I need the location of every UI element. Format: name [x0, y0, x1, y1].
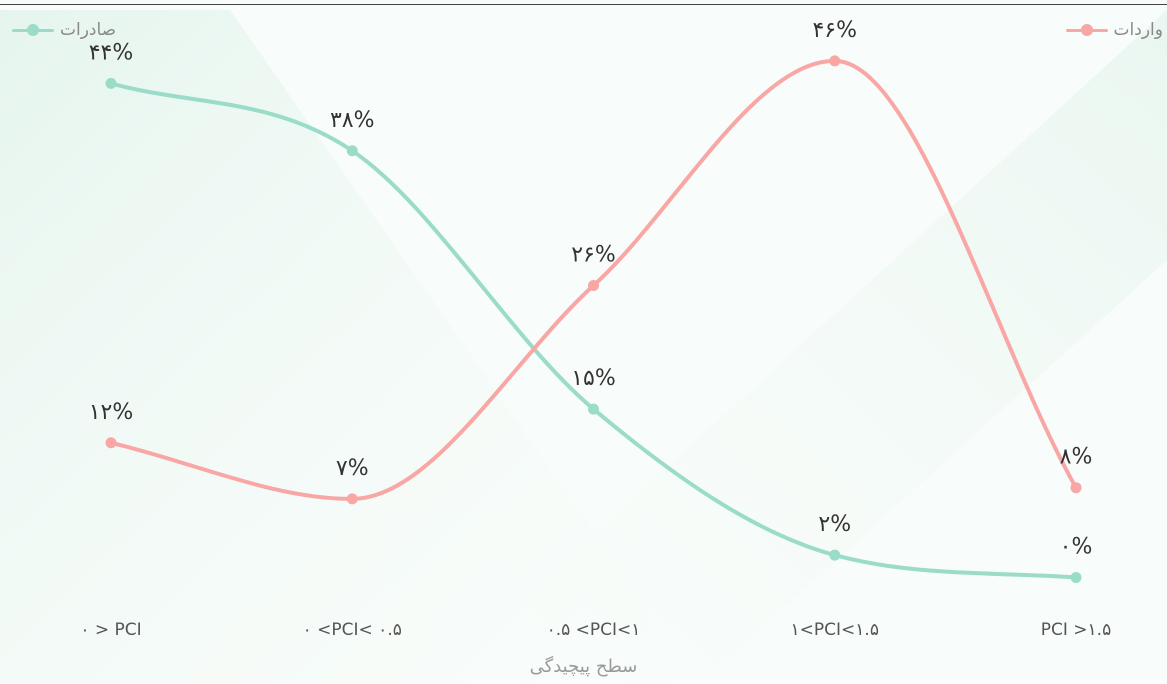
background-decoration	[0, 10, 1167, 684]
x-tick-label: PCI >۱.۵	[1041, 620, 1111, 640]
legend-imports[interactable]: واردات	[1065, 20, 1163, 40]
series-line-imports	[109, 58, 1078, 501]
legend-imports-dot	[1080, 24, 1093, 36]
series-exports: ۴۴% ۳۸% ۱۵% ۲% ۰%	[89, 40, 1093, 584]
data-point-exports[interactable]	[346, 145, 358, 157]
data-label-imports: ۷%	[336, 456, 369, 481]
data-point-imports[interactable]	[1070, 482, 1082, 494]
data-point-exports[interactable]	[105, 77, 117, 89]
top-rule	[0, 4, 1167, 5]
legend-exports-marker	[12, 23, 54, 37]
x-tick-label: ۱<PCI<۱.۵	[791, 620, 879, 640]
data-label-exports: ۲%	[818, 512, 851, 537]
x-tick-label: ۰ > PCI	[80, 620, 141, 640]
data-point-imports[interactable]	[588, 280, 599, 292]
legend-exports-label: صادرات	[60, 20, 117, 40]
data-point-exports[interactable]	[1070, 572, 1082, 584]
x-tick-label: ۰.۵ <PCI<۱	[547, 620, 641, 640]
legend-exports-dot	[27, 24, 39, 36]
x-tick-label: ۰ <PCI< ۰.۵	[303, 620, 402, 640]
data-point-exports[interactable]	[588, 403, 599, 415]
data-label-exports: ۴۴%	[89, 40, 134, 65]
legend-imports-marker	[1065, 23, 1108, 37]
data-label-exports: ۰%	[1060, 535, 1093, 560]
data-point-imports[interactable]	[346, 493, 358, 505]
series-line-exports	[109, 81, 1078, 580]
x-axis-title: سطح پیچیدگی	[529, 656, 638, 677]
data-label-exports: ۳۸%	[330, 108, 375, 133]
data-label-imports: ۴۶%	[812, 18, 857, 43]
data-point-exports[interactable]	[829, 549, 841, 561]
data-point-imports[interactable]	[829, 55, 841, 67]
data-label-imports: ۸%	[1060, 445, 1093, 470]
data-label-imports: ۱۲%	[89, 400, 134, 425]
data-label-exports: ۱۵%	[571, 366, 616, 391]
series-imports: ۱۲% ۷% ۲۶% ۴۶% ۸%	[89, 18, 1093, 505]
data-label-imports: ۲۶%	[571, 243, 616, 268]
legend-exports[interactable]: صادرات	[12, 20, 116, 40]
legend-imports-label: واردات	[1113, 20, 1163, 40]
data-point-imports[interactable]	[105, 437, 117, 449]
